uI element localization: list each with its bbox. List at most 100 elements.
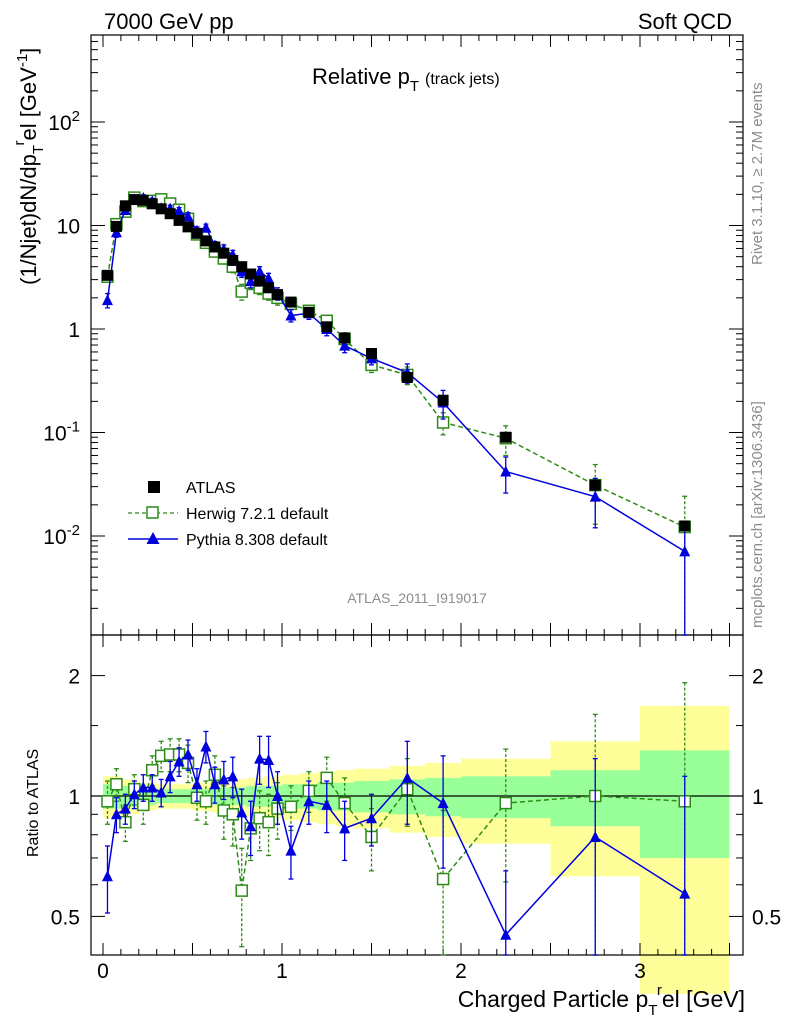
atlas-data-point — [679, 520, 691, 532]
ratio-y-tick-label-left: 2 — [68, 666, 80, 689]
ratio-y-axis-label: Ratio to ATLAS — [25, 749, 42, 857]
atlas-data-point — [285, 296, 297, 308]
main-y-tick-label: 10 — [57, 216, 80, 239]
x-tick-label: 0 — [97, 960, 109, 983]
analysis-watermark: ATLAS_2011_I919017 — [347, 590, 487, 606]
pythia-ratio-point — [589, 830, 601, 842]
pythia-point — [182, 210, 194, 222]
atlas-data-point — [303, 306, 315, 318]
atlas-data-point — [218, 247, 230, 259]
main-y-axis-label: (1/Njet)dN/dpTrel [GeV-1] — [11, 48, 47, 285]
herwig-ratio-point — [499, 796, 512, 810]
pythia-ratio-point — [285, 844, 297, 856]
atlas-data-point — [254, 275, 266, 287]
atlas-data-point — [191, 227, 203, 239]
ratio-y-tick-label-right: 1 — [752, 786, 764, 809]
rivet-version-label: Rivet 3.1.10, ≥ 2.7M events — [749, 83, 766, 266]
herwig-ratio-point — [262, 815, 275, 829]
atlas-data-point — [110, 220, 122, 232]
pythia-ratio-point — [110, 808, 122, 820]
main-y-tick-label: 102 — [48, 108, 80, 135]
ratio-y-tick-label-left: 1 — [68, 786, 80, 809]
pythia-ratio-point — [366, 812, 377, 824]
pythia-ratio-point — [500, 928, 512, 940]
pythia-ratio-point — [137, 781, 149, 793]
x-tick-label: 1 — [276, 960, 288, 983]
ratio-panel-border — [90, 634, 744, 956]
atlas-data-point — [500, 431, 512, 443]
atlas-data-point — [128, 194, 140, 206]
pythia-ratio-point — [182, 748, 194, 760]
pythia-ratio-point — [146, 781, 158, 793]
pythia-ratio-point — [401, 771, 413, 783]
pythia-ratio-point — [437, 797, 449, 809]
atlas-data-point — [182, 221, 194, 233]
legend-herwig-label: Herwig 7.2.1 default — [186, 506, 329, 523]
main-y-tick-label: 1 — [68, 319, 80, 342]
pythia-ratio-point — [200, 740, 212, 752]
herwig-ratio-point — [145, 763, 159, 777]
pythia-ratio-point — [227, 770, 239, 782]
pythia-ratio-point — [119, 802, 131, 814]
legend-herwig-marker — [146, 506, 159, 519]
pythia-ratio-point — [101, 870, 113, 882]
legend-atlas-marker — [148, 481, 160, 493]
plot-title: Relative pT (track jets) — [312, 64, 500, 95]
pythia-ratio-point — [263, 754, 275, 766]
atlas-data-point — [146, 198, 158, 210]
legend-pythia-marker — [146, 532, 160, 544]
mcplots-label: mcplots.cern.ch [arXiv:1306.3436] — [749, 401, 766, 628]
pythia-point — [500, 465, 512, 477]
pythia-point — [245, 275, 257, 287]
atlas-data-point — [119, 200, 131, 212]
atlas-data-point — [437, 394, 449, 406]
legend-atlas-label: ATLAS — [186, 480, 236, 497]
ratio-panel-frame: 0.5 0.5 1 1 2 2 0 1 2 3 — [51, 634, 781, 983]
pythia-ratio-point — [236, 806, 248, 818]
herwig-ratio-point — [199, 795, 213, 808]
pythia-point — [173, 205, 185, 217]
x-axis-label: Charged Particle pTrel [GeV] — [458, 982, 745, 1019]
main-panel-frame: 10-2 10-1 1 10 102 — [43, 34, 744, 636]
herwig-ratio-point — [110, 777, 123, 791]
atlas-data-point — [272, 289, 284, 301]
atlas-data-point — [366, 347, 377, 359]
pythia-ratio-point — [191, 778, 203, 790]
pythia-ratio-point — [245, 820, 257, 832]
herwig-ratio-point — [284, 800, 298, 813]
herwig-point — [235, 285, 248, 298]
pythia-ratio-point — [272, 790, 284, 801]
pythia-ratio-point — [679, 887, 691, 899]
atlas-data-point — [155, 203, 167, 215]
main-y-tick-label: 10-2 — [43, 522, 80, 549]
atlas-data-point — [173, 214, 185, 226]
atlas-data-point — [227, 254, 239, 266]
atlas-data-point — [589, 479, 601, 491]
herwig-ratio-point — [235, 884, 248, 897]
herwig-ratio-point — [101, 795, 114, 808]
header-left: 7000 GeV pp — [104, 9, 234, 34]
pythia-point — [679, 545, 691, 557]
ratio-y-tick-label-right: 2 — [752, 666, 764, 689]
series-layer — [101, 191, 691, 956]
pythia-point — [200, 221, 212, 233]
ratio-uncertainty-bands — [103, 705, 730, 994]
pythia-ratio-point — [321, 798, 333, 810]
pythia-point — [254, 265, 266, 277]
pythia-point — [339, 339, 351, 351]
atlas-data-point — [209, 241, 221, 253]
pythia-ratio-point — [303, 795, 315, 807]
pythia-ratio-point — [339, 822, 351, 834]
pythia-ratio-point — [155, 786, 167, 798]
herwig-ratio-point — [436, 872, 450, 886]
pythia-point — [589, 490, 601, 502]
atlas-data-point — [245, 268, 257, 280]
pythia-ratio-point — [173, 755, 185, 767]
pythia-point — [285, 309, 297, 321]
pythia-ratio-point — [164, 770, 176, 782]
atlas-data-point — [164, 208, 176, 220]
atlas-data-point — [101, 269, 113, 281]
pythia-point — [263, 272, 275, 284]
atlas-data-point — [236, 261, 248, 273]
